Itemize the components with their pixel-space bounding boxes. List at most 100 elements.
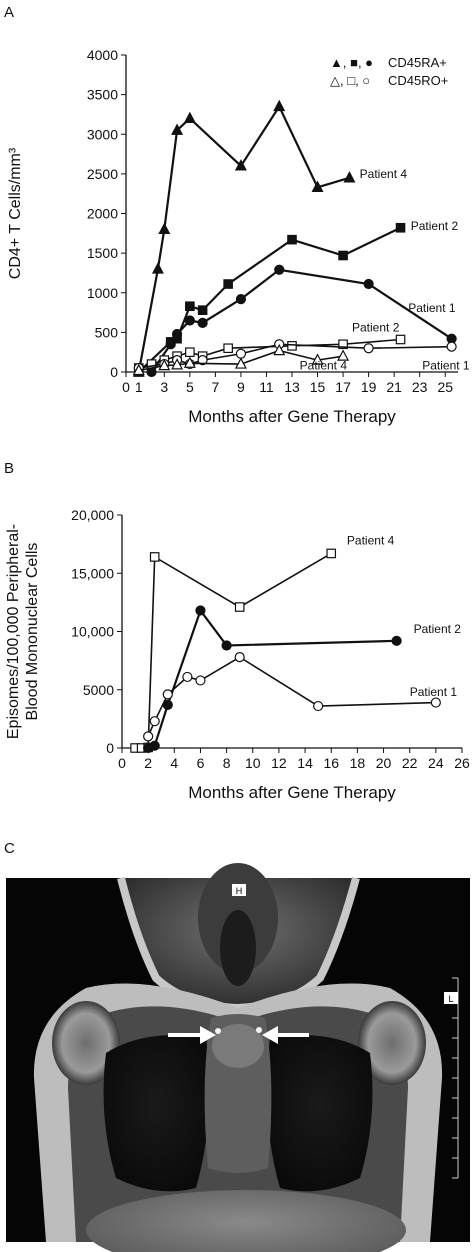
y-tick-label: 15,000 [71, 565, 114, 581]
data-point [158, 358, 171, 371]
data-point [182, 671, 193, 683]
legend: ▲, ■, ● CD45RA+ △, □, ○ CD45RO+ [330, 55, 448, 88]
legend-symbols: ▲, ■, ● [330, 55, 373, 70]
data-point [311, 180, 324, 192]
thymus-region [212, 1024, 264, 1068]
x-tick-label: 12 [271, 755, 287, 771]
data-point [274, 264, 285, 275]
data-point [171, 328, 183, 340]
data-point [287, 234, 297, 245]
annotation-label: Patient 1 [408, 301, 456, 315]
y-tick-label: 2500 [87, 166, 118, 182]
annotation-label: Patient 1 [422, 359, 470, 373]
data-point [151, 262, 164, 274]
arrow-right-icon [262, 1026, 309, 1044]
data-point [234, 357, 247, 369]
data-point [197, 305, 208, 315]
x-tick-label: 20 [376, 755, 392, 771]
data-point [391, 635, 402, 646]
data-point [162, 689, 173, 700]
y-tick-label: 3500 [87, 87, 118, 103]
right-shoulder [358, 1001, 426, 1085]
annotation-label: Patient 4 [360, 167, 408, 181]
data-point [149, 552, 160, 562]
data-point [195, 605, 206, 616]
data-point [273, 99, 286, 112]
data-point [313, 700, 324, 712]
data-point [287, 341, 297, 351]
x-tick-label: 19 [361, 379, 377, 395]
data-point [395, 334, 406, 345]
x-tick-label: 0 [118, 755, 126, 771]
data-point [223, 343, 233, 354]
data-point [185, 347, 195, 357]
data-point [183, 111, 196, 124]
series-patient-4-cd45ro [132, 343, 350, 376]
x-axis-label: Months after Gene Therapy [188, 407, 396, 426]
x-tick-label: 18 [350, 755, 366, 771]
data-point [149, 740, 160, 751]
x-tick-label: 23 [412, 379, 428, 395]
data-point [132, 363, 145, 376]
series-line [138, 338, 401, 369]
x-tick-label: 0 [122, 379, 130, 395]
x-tick-label: 21 [386, 379, 402, 395]
data-point [143, 731, 154, 742]
x-tick-label: 2 [144, 755, 152, 771]
data-point [326, 548, 337, 559]
y-tick-label: 4000 [87, 47, 118, 63]
data-point [311, 353, 324, 365]
y-tick-label: 0 [110, 364, 118, 380]
y-tick-label: 20,000 [71, 507, 114, 523]
data-point [234, 602, 245, 612]
x-tick-label: 15 [310, 379, 326, 395]
x-tick-label: 17 [335, 379, 351, 395]
marker-h: H [236, 886, 243, 896]
y-tick-label: 1500 [87, 245, 118, 261]
mri-coronal-chest-image: H L [6, 863, 470, 1252]
left-lung [103, 1035, 210, 1192]
right-lung [266, 1035, 373, 1192]
annotation-label: Patient 2 [411, 219, 459, 233]
x-tick-label: 9 [237, 379, 245, 395]
series-line [137, 104, 350, 373]
legend-label: CD45RO+ [388, 73, 448, 88]
y-tick-label: 2000 [87, 206, 118, 222]
x-tick-label: 11 [259, 379, 274, 395]
x-tick-label: 13 [284, 379, 300, 395]
x-tick-label: 5 [186, 379, 194, 395]
x-axis-label: Months after Gene Therapy [188, 783, 396, 802]
data-point [338, 250, 348, 261]
data-point [221, 640, 232, 651]
data-point [234, 652, 245, 663]
x-tick-label: 26 [454, 755, 470, 771]
y-tick-label: 10,000 [71, 624, 114, 640]
data-point [343, 171, 356, 183]
data-point [395, 222, 406, 233]
data-point [337, 349, 350, 361]
data-point [149, 716, 160, 727]
annotation-label: Patient 4 [347, 534, 395, 548]
y-tick-label: 1000 [87, 285, 118, 301]
x-tick-label: 10 [245, 755, 261, 771]
data-point [171, 358, 184, 370]
data-point [171, 123, 184, 135]
arrow-left-icon [168, 1026, 216, 1044]
series-patient-1 [143, 652, 441, 742]
left-shoulder [52, 1001, 120, 1085]
panel-label-c: C [4, 840, 15, 857]
data-point [183, 356, 196, 368]
data-point [235, 293, 247, 305]
x-tick-label: 22 [402, 755, 418, 771]
data-point [197, 317, 208, 328]
x-tick-label: 16 [323, 755, 339, 771]
x-tick-label: 8 [223, 755, 231, 771]
y-axis-label: CD4+ T Cells/mm³ [7, 147, 24, 279]
series-patient-4-cd45ra [132, 99, 356, 377]
x-tick-label: 1 [135, 379, 143, 395]
y-axis-label: Episomes/100,000 Peripheral- [5, 524, 22, 739]
panel-label-a: A [4, 4, 15, 21]
